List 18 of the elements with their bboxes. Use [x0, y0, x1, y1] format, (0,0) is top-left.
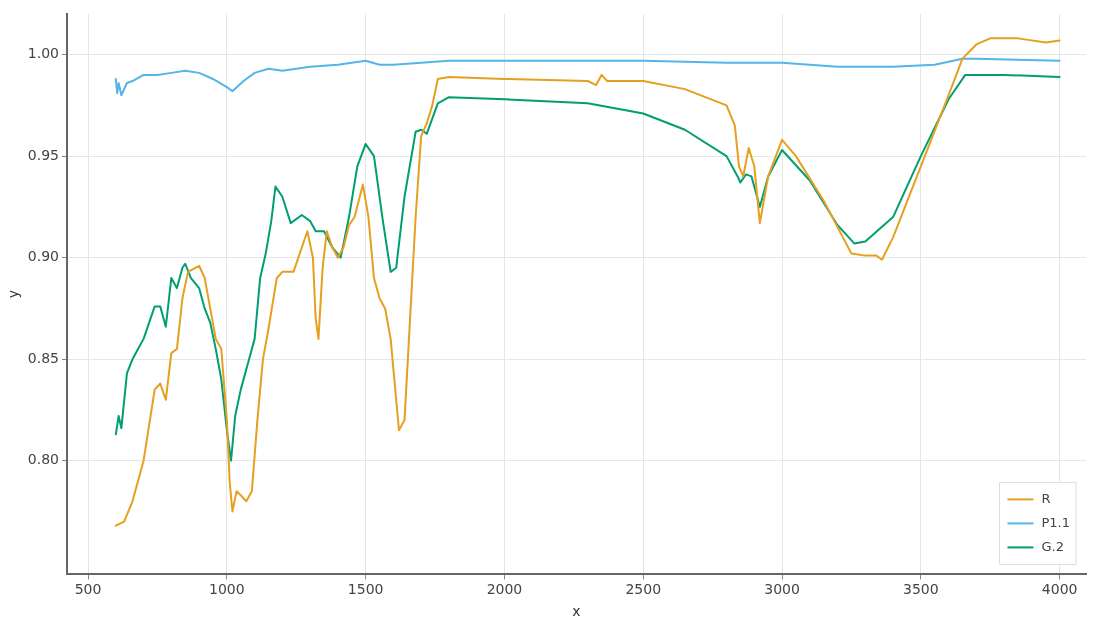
- legend-label: R: [1041, 490, 1051, 506]
- x-tick-label: 1500: [347, 581, 384, 598]
- legend-label: G.2: [1041, 538, 1064, 554]
- y-tick-label: 0.90: [27, 248, 59, 265]
- y-tick-label: 0.80: [27, 451, 59, 468]
- x-tick-label: 1000: [209, 581, 245, 598]
- x-tick-label: 2000: [486, 581, 523, 598]
- x-tick-label: 3500: [903, 581, 939, 598]
- legend-label: P1.1: [1041, 514, 1070, 530]
- y-tick-label: 0.85: [27, 349, 59, 366]
- y-tick-label: 1.00: [27, 45, 59, 62]
- x-tick-label: 500: [74, 581, 102, 598]
- x-tick-label: 3000: [764, 581, 800, 598]
- y-axis-title: y: [5, 290, 22, 299]
- x-tick-label: 2500: [625, 581, 662, 598]
- x-tick-label: 4000: [1041, 581, 1078, 598]
- y-tick-label: 0.95: [27, 146, 59, 163]
- x-axis-title: x: [572, 603, 581, 620]
